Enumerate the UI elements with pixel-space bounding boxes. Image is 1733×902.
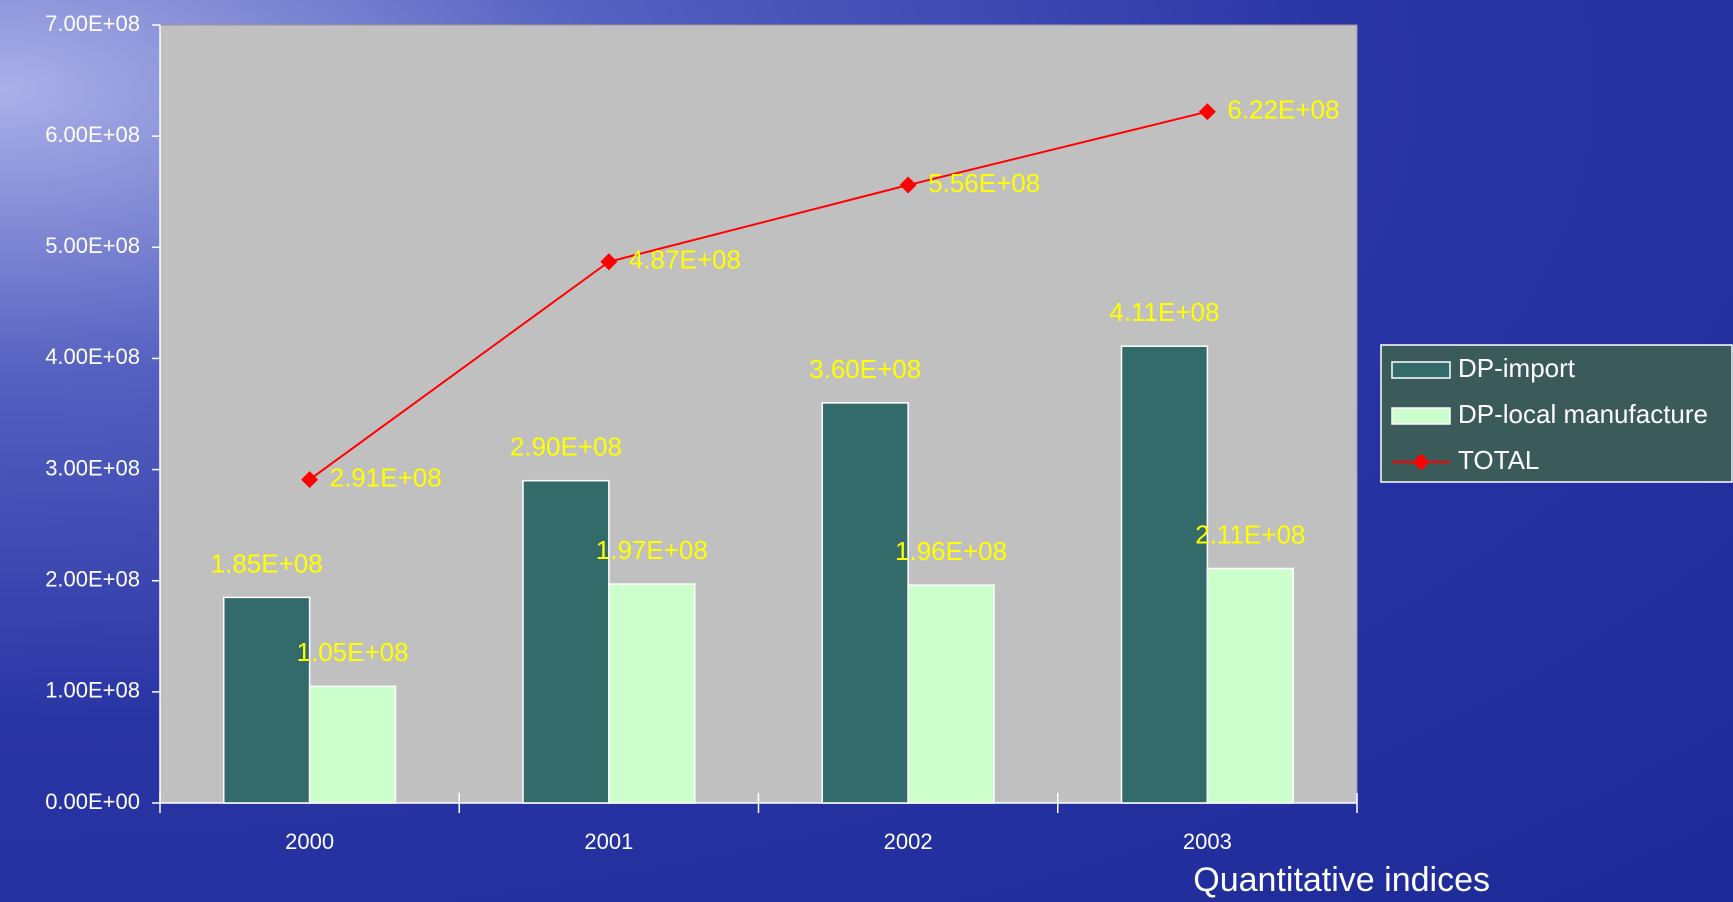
x-tick-label: 2000 bbox=[285, 829, 334, 854]
bar bbox=[1206, 567, 1295, 804]
legend-label: DP-import bbox=[1458, 353, 1576, 383]
line-marker bbox=[600, 253, 618, 271]
bar bbox=[1120, 345, 1209, 804]
value-label: 2.11E+08 bbox=[1195, 519, 1305, 549]
y-tick-label: 6.00E+08 bbox=[45, 122, 140, 147]
bar bbox=[308, 685, 397, 804]
legend-label: DP-local manufacture bbox=[1458, 399, 1708, 429]
caption: Quantitative indices bbox=[1193, 861, 1490, 899]
total-line bbox=[309, 110, 1208, 481]
bar bbox=[821, 402, 909, 804]
value-label: 2.91E+08 bbox=[330, 462, 442, 492]
x-tick-label: 2003 bbox=[1183, 829, 1232, 854]
x-tick-label: 2002 bbox=[884, 829, 933, 854]
value-label: 6.22E+08 bbox=[1227, 95, 1339, 125]
bar bbox=[608, 583, 696, 804]
legend-label: TOTAL bbox=[1458, 445, 1539, 475]
line-marker bbox=[301, 471, 319, 489]
value-label: 1.85E+08 bbox=[211, 548, 323, 578]
y-tick-label: 5.00E+08 bbox=[45, 233, 140, 258]
value-label: 3.60E+08 bbox=[809, 354, 921, 384]
bar bbox=[522, 479, 610, 804]
value-label: 2.90E+08 bbox=[510, 432, 622, 462]
value-label: 1.96E+08 bbox=[895, 536, 1007, 566]
y-tick-label: 2.00E+08 bbox=[45, 567, 140, 592]
y-tick-label: 1.00E+08 bbox=[45, 678, 140, 703]
value-label: 4.87E+08 bbox=[629, 245, 741, 275]
bar bbox=[222, 596, 311, 804]
bar bbox=[907, 584, 995, 804]
value-label: 1.05E+08 bbox=[297, 637, 409, 667]
value-label: 4.11E+08 bbox=[1109, 297, 1219, 327]
y-tick-label: 4.00E+08 bbox=[45, 344, 140, 369]
y-tick-label: 3.00E+08 bbox=[45, 455, 140, 480]
value-label: 1.97E+08 bbox=[596, 535, 708, 565]
legend-swatch bbox=[1391, 361, 1451, 379]
legend-swatch bbox=[1391, 407, 1451, 425]
value-label: 5.56E+08 bbox=[928, 168, 1040, 198]
y-tick-label: 7.00E+08 bbox=[45, 11, 140, 36]
x-tick-label: 2001 bbox=[584, 829, 633, 854]
line-marker bbox=[899, 176, 917, 194]
y-tick-label: 0.00E+00 bbox=[45, 789, 140, 814]
